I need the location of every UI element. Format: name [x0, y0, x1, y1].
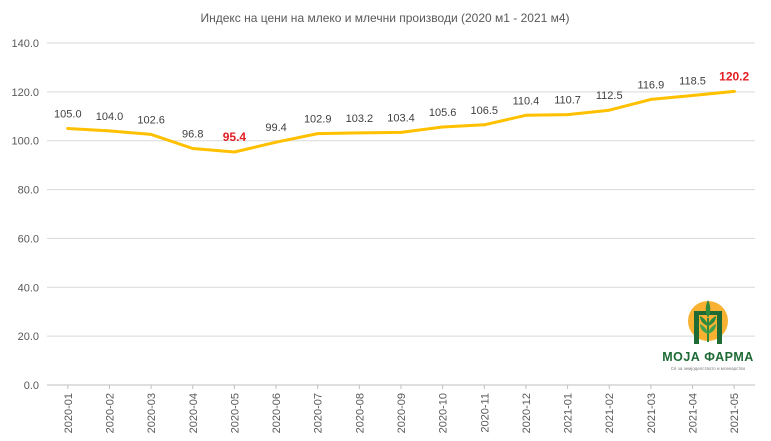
- data-label: 102.9: [304, 114, 332, 126]
- x-tick-label: 2020-04: [188, 393, 200, 433]
- x-tick-label: 2020-05: [229, 393, 241, 433]
- data-label: 118.5: [679, 76, 706, 88]
- x-tick-label: 2020-08: [354, 393, 366, 433]
- x-tick-label: 2020-02: [104, 393, 116, 433]
- data-point: [149, 132, 153, 136]
- data-point: [524, 113, 528, 117]
- data-label: 103.2: [346, 113, 374, 125]
- data-point: [732, 89, 736, 93]
- y-tick-label: 20.0: [18, 331, 39, 343]
- chart-title: Индекс на цени на млеко и млечни произво…: [200, 11, 569, 25]
- gridlines: [47, 42, 755, 386]
- data-label: 95.4: [223, 130, 247, 144]
- data-label: 102.6: [137, 114, 165, 126]
- data-point: [691, 94, 695, 98]
- data-label: 110.4: [513, 95, 540, 107]
- data-label: 110.7: [554, 95, 581, 107]
- x-tick-label: 2021-03: [646, 393, 658, 433]
- y-axis-ticks: 0.0 20.0 40.0 60.0 80.0 100.0 120.0 140.0: [11, 38, 39, 392]
- wheat-logo-icon: [688, 300, 728, 344]
- y-tick-label: 140.0: [11, 38, 39, 50]
- y-tick-label: 80.0: [18, 185, 39, 197]
- data-point: [399, 130, 403, 134]
- x-tick-label: 2020-07: [313, 393, 325, 433]
- x-tick-label: 2021-01: [563, 393, 575, 433]
- data-point: [607, 108, 611, 112]
- y-tick-label: 100.0: [11, 136, 39, 148]
- data-point: [441, 125, 445, 129]
- y-tick-label: 60.0: [18, 233, 39, 245]
- data-label: 106.5: [471, 105, 499, 117]
- x-tick-label: 2020-01: [63, 393, 75, 433]
- data-label: 104.0: [96, 111, 124, 123]
- x-tick-label: 2020-03: [146, 393, 158, 433]
- y-tick-label: 120.0: [11, 87, 39, 99]
- x-tick-label: 2020-10: [438, 393, 450, 433]
- data-label: 105.0: [54, 109, 82, 121]
- moja-farma-logo: МОЈА ФАРМА Сè за земјоделството и млекар…: [662, 296, 754, 376]
- data-point: [482, 123, 486, 127]
- x-tick-label: 2020-06: [271, 393, 283, 433]
- data-point: [107, 129, 111, 133]
- data-point: [566, 113, 570, 117]
- y-tick-label: 40.0: [18, 282, 39, 294]
- data-point: [316, 132, 320, 136]
- series-layer: [66, 89, 736, 154]
- x-tick-label: 2021-05: [729, 393, 741, 433]
- data-point: [66, 127, 70, 130]
- data-point: [232, 150, 236, 154]
- data-point: [191, 147, 195, 151]
- logo-brand-text: МОЈА ФАРМА: [662, 350, 754, 364]
- data-point: [649, 97, 653, 101]
- x-tick-label: 2020-09: [396, 393, 408, 433]
- data-label: 120.2: [719, 69, 749, 83]
- x-tick-label: 2020-12: [521, 393, 533, 433]
- data-label: 116.9: [638, 79, 665, 91]
- y-tick-label: 0.0: [24, 380, 39, 392]
- data-label: 105.6: [429, 107, 457, 119]
- data-label: 103.4: [387, 112, 415, 124]
- x-tick-label: 2021-04: [688, 393, 700, 433]
- data-labels: 105.0 104.0 102.6 96.8 95.4 99.4 102.9 103.2 103…: [54, 69, 749, 144]
- data-label: 99.4: [265, 122, 286, 134]
- data-point: [357, 131, 361, 135]
- x-tick-label: 2020-11: [479, 393, 491, 433]
- logo-tagline: Сè за земјоделството и млекарство: [670, 366, 746, 371]
- data-label: 112.5: [596, 90, 623, 102]
- data-label: 96.8: [182, 129, 203, 141]
- x-tick-label: 2021-02: [604, 393, 616, 433]
- x-axis-ticks: 2020-01 2020-02 2020-03 2020-04 2020-05 2020-…: [63, 385, 741, 433]
- data-point: [274, 140, 278, 144]
